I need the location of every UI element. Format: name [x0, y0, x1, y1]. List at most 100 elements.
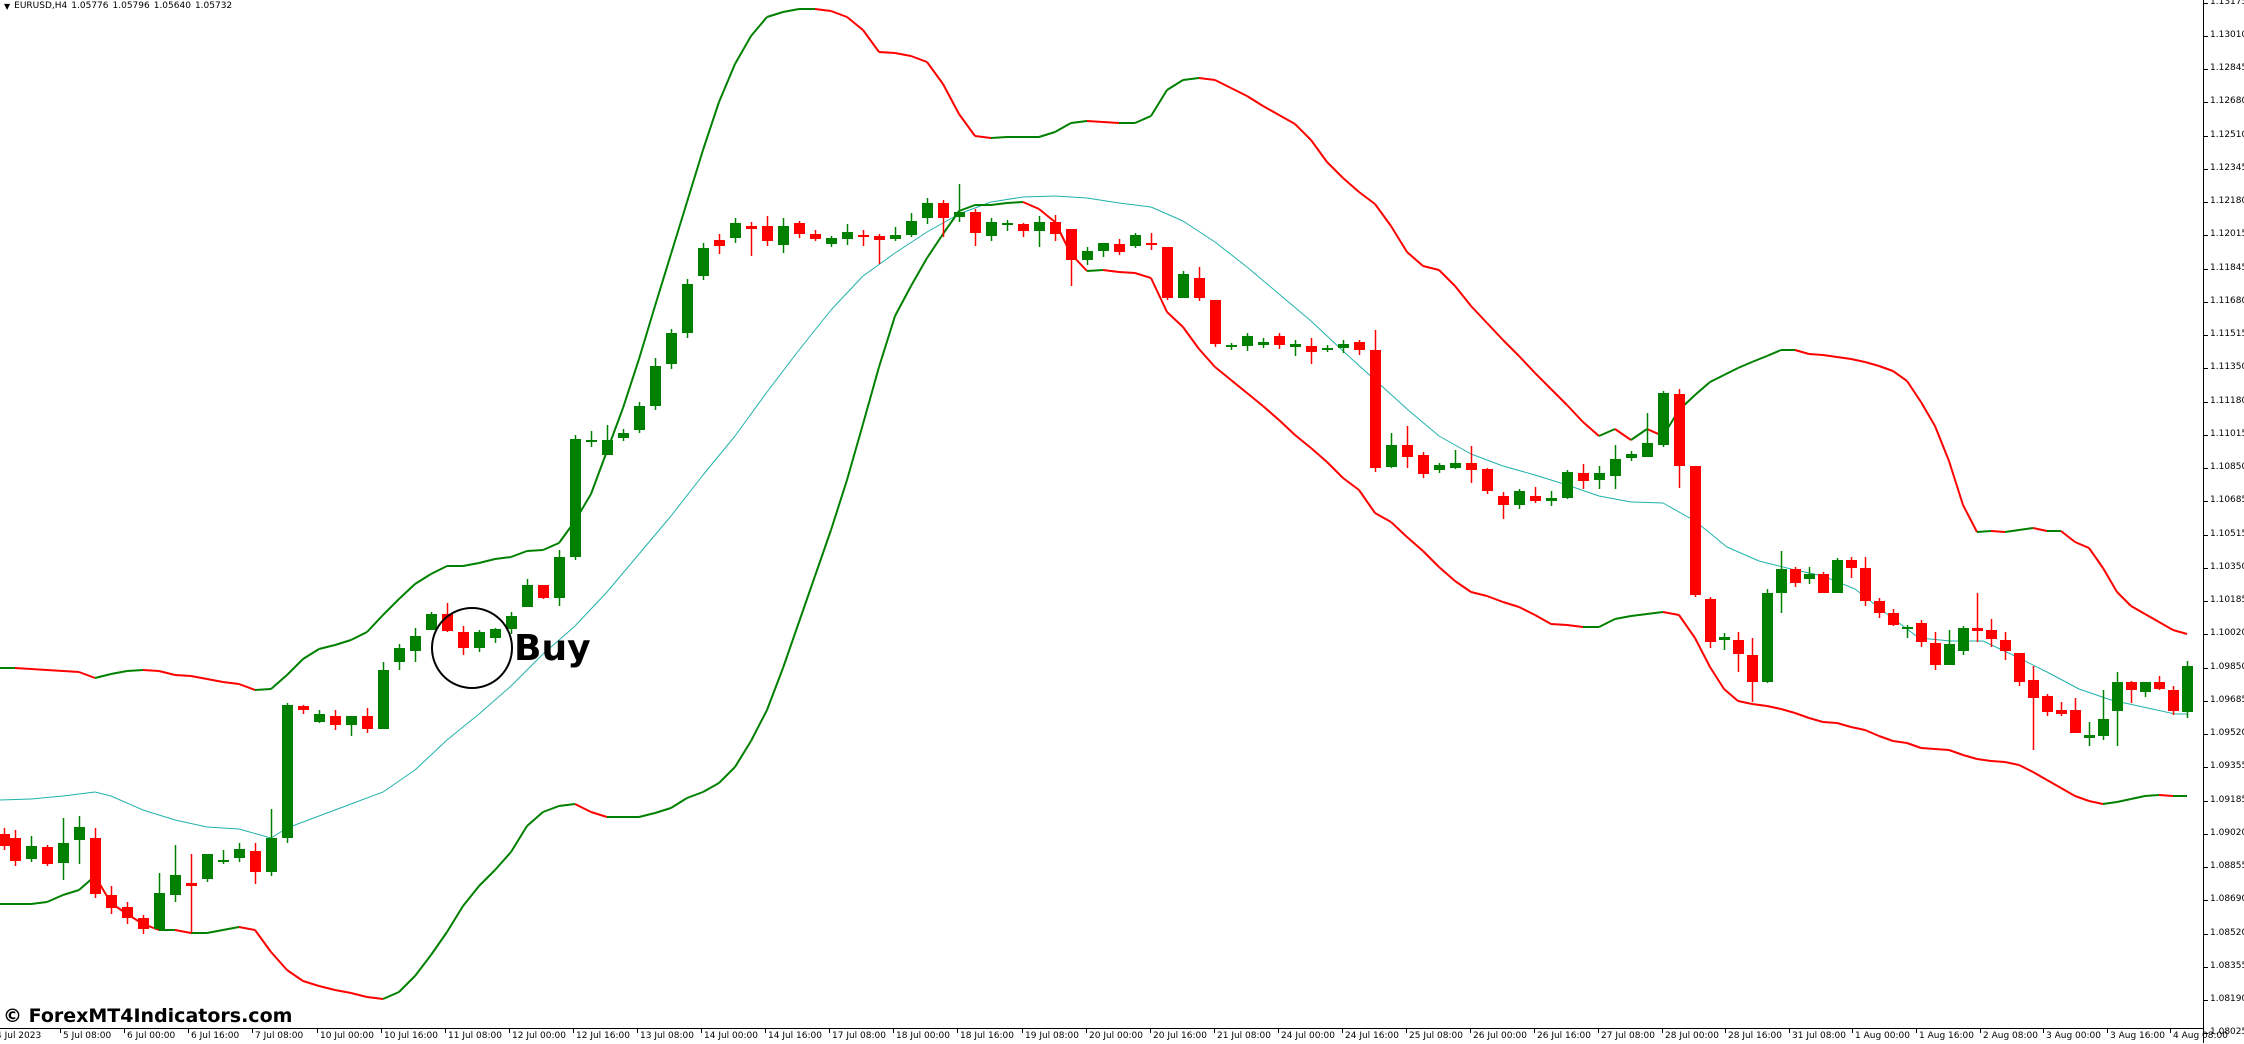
lower-band-segment: [1878, 735, 1894, 742]
lower-band-segment: [318, 985, 336, 991]
bull-candle: [170, 875, 181, 895]
bear-candle: [874, 236, 885, 240]
time-label: 25 Jul 08:00: [1409, 1031, 1463, 1041]
middle-band-segment: [1502, 465, 1536, 476]
bull-candle: [1832, 560, 1843, 593]
bull-candle: [282, 705, 293, 838]
time-tick: [1150, 1029, 1151, 1033]
time-tick: [1980, 1029, 1981, 1033]
upper-band-segment: [30, 668, 48, 671]
time-label: 3 Aug 16:00: [2110, 1031, 2165, 1041]
middle-band-segment: [94, 791, 112, 797]
upper-band-segment: [78, 671, 96, 679]
upper-band-segment: [366, 614, 384, 633]
lower-band-segment: [2004, 761, 2020, 766]
price-tick: [2204, 1000, 2208, 1001]
upper-band-segment: [1808, 353, 1824, 356]
price-tick: [2204, 535, 2208, 536]
lower-band-segment: [1502, 601, 1520, 608]
upper-band-segment: [1486, 322, 1504, 341]
bull-candle: [1338, 344, 1349, 348]
time-label: 26 Jul 16:00: [1537, 1031, 1591, 1041]
lower-band-segment: [1892, 740, 1908, 744]
price-label: 1.09020: [2210, 828, 2244, 838]
price-tick: [2204, 202, 2208, 203]
middle-band-segment: [1438, 435, 1472, 455]
lower-band-segment: [2018, 764, 2034, 773]
bull-candle: [570, 439, 581, 557]
upper-band-segment: [1438, 269, 1456, 287]
bull-candle: [1178, 274, 1189, 298]
upper-band-segment: [94, 673, 112, 679]
bull-candle: [602, 440, 613, 455]
bull-candle: [1242, 336, 1253, 346]
upper-band-segment: [1070, 120, 1088, 124]
middle-band-segment: [1630, 501, 1664, 504]
price-label: 1.10185: [2210, 595, 2244, 605]
price-tick: [2204, 435, 2208, 436]
price-label: 1.10350: [2210, 562, 2244, 572]
upper-band-segment: [14, 667, 32, 670]
price-tick: [2204, 368, 2208, 369]
lower-band-segment: [990, 202, 1008, 206]
bear-candle: [1930, 643, 1941, 665]
upper-band-segment: [2116, 591, 2132, 607]
upper-band-segment: [1278, 114, 1296, 125]
time-label: 27 Jul 08:00: [1601, 1031, 1655, 1041]
bull-candle: [1594, 473, 1605, 480]
price-label: 1.10850: [2210, 462, 2244, 472]
upper-band-segment: [1864, 361, 1880, 367]
middle-band-segment: [318, 803, 352, 817]
upper-band-segment: [1518, 355, 1536, 374]
lower-band-segment: [1038, 208, 1056, 223]
lower-band-segment: [926, 233, 944, 259]
time-axis[interactable]: 4 Jul 2023 5 Jul 08:00 6 Jul 00:00 6 Jul 16…: [0, 1028, 2228, 1044]
lower-band-segment: [254, 929, 272, 953]
middle-band-segment: [238, 828, 272, 839]
upper-band-segment: [894, 52, 912, 57]
upper-band-segment: [174, 674, 192, 677]
upper-band-segment: [2144, 613, 2160, 623]
upper-band-segment: [1422, 265, 1440, 271]
price-axis[interactable]: 1.13175 1.13010 1.12845 1.12680 1.12510 1.123…: [2203, 0, 2244, 1043]
lower-band-segment: [1422, 550, 1440, 568]
bear-candle: [2000, 640, 2011, 651]
upper-band-segment: [254, 688, 272, 691]
bull-candle: [1958, 628, 1969, 651]
bull-candle: [394, 648, 405, 662]
price-label: 1.11350: [2210, 362, 2244, 372]
bull-candle: [1562, 472, 1573, 498]
middle-band-segment: [702, 435, 736, 476]
time-tick: [252, 1029, 253, 1033]
upper-band-segment: [974, 135, 992, 139]
upper-band-segment: [1630, 428, 1648, 441]
upper-band-segment: [782, 8, 800, 13]
bear-candle: [1066, 229, 1077, 260]
ohlc-open: 1.05776: [71, 1, 109, 11]
lower-band-segment: [798, 575, 816, 623]
middle-band-segment: [1406, 408, 1440, 437]
lower-band-segment: [446, 905, 464, 933]
upper-band-segment: [958, 113, 976, 137]
upper-band-segment: [414, 573, 432, 585]
price-tick: [2204, 568, 2208, 569]
time-tick: [893, 1029, 894, 1033]
bear-candle: [1050, 222, 1061, 234]
lower-band-segment: [670, 797, 688, 809]
bear-candle: [762, 226, 773, 241]
bear-candle: [1972, 628, 1983, 631]
middle-band-segment: [510, 653, 544, 687]
price-tick: [2204, 767, 2208, 768]
chart-area[interactable]: [0, 0, 2203, 1028]
lower-band-segment: [1278, 419, 1296, 436]
upper-band-segment: [846, 16, 864, 31]
triangle-down-icon[interactable]: ▼: [4, 1, 11, 11]
time-tick: [445, 1029, 446, 1033]
time-tick: [1086, 1029, 1087, 1033]
upper-band-segment: [2004, 529, 2020, 533]
price-label: 1.11845: [2210, 263, 2244, 273]
lower-band-segment: [1102, 269, 1120, 273]
time-label: 14 Jul 00:00: [704, 1031, 758, 1041]
price-tick: [2204, 468, 2208, 469]
lower-band-segment: [2074, 795, 2090, 802]
